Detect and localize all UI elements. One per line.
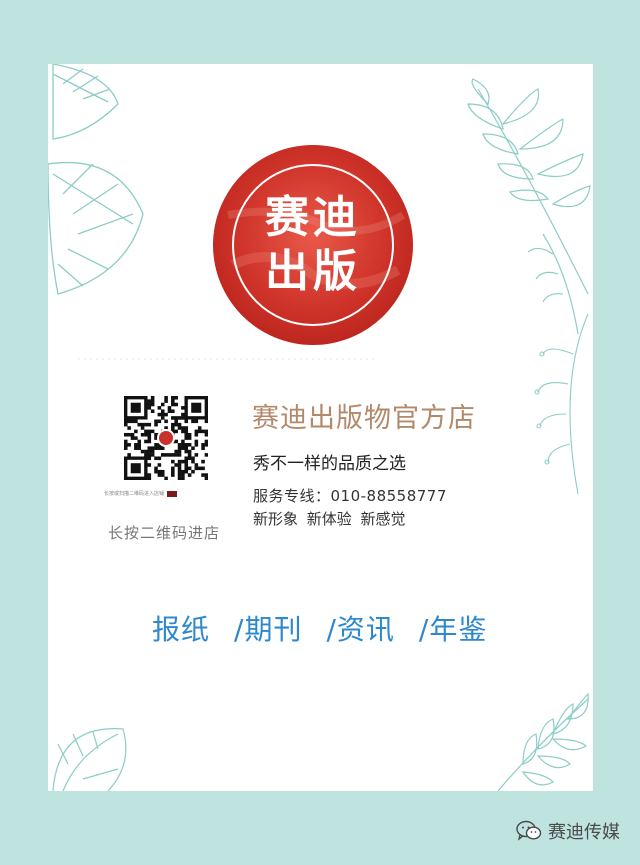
category-newspaper: 报纸 [152, 613, 211, 646]
wechat-icon [516, 820, 542, 841]
service-hotline: 服务专线：010-88558777 [253, 487, 447, 505]
leaf-decoration-bottom-left [52, 728, 127, 791]
watermark-text: 赛迪传媒 [548, 822, 620, 843]
wechat-watermark: 赛迪传媒 [516, 818, 620, 844]
logo-line-1: 赛迪 [265, 192, 361, 243]
sprig-decoration-right [534, 313, 589, 495]
leaf-decoration-top-left [48, 64, 144, 295]
shop-title: 赛迪出版物官方店 [252, 403, 476, 434]
logo-line-2: 出版 [265, 246, 361, 297]
fern-decoration-top-right [467, 78, 591, 335]
press-hint: 长按二维码进店 [108, 524, 221, 542]
qr-mini-badge [167, 490, 178, 497]
brand-logo: 赛迪 出版 [213, 145, 413, 345]
logo-text: 赛迪 出版 [213, 145, 413, 345]
shop-features: 新形象 新体验 新感觉 [253, 510, 406, 528]
shop-slogan: 秀不一样的品质之选 [253, 454, 406, 474]
category-yearbook: /年鉴 [418, 613, 488, 646]
logo-circle [213, 145, 413, 345]
qr-caption-text: 长按或扫描二维码进入店铺 [104, 491, 165, 497]
qr-code[interactable] [124, 396, 208, 480]
category-list: 报纸 /期刊 /资讯 /年鉴 [152, 608, 487, 648]
fern-decoration-bottom-right [497, 692, 589, 791]
category-periodical: /期刊 [234, 613, 303, 646]
qr-caption: 长按或扫描二维码进入店铺 [104, 490, 228, 497]
dotted-line-decoration [78, 358, 378, 360]
category-news: /资讯 [326, 613, 395, 646]
